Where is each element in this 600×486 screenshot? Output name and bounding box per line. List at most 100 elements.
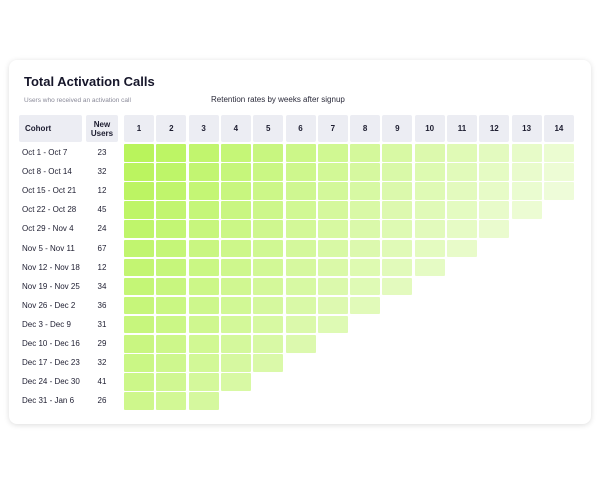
retention-cell[interactable] bbox=[382, 182, 413, 200]
retention-cell[interactable] bbox=[253, 335, 284, 353]
retention-cell[interactable] bbox=[511, 182, 542, 200]
retention-cell[interactable] bbox=[156, 392, 187, 410]
retention-cell[interactable] bbox=[188, 220, 219, 238]
retention-cell[interactable] bbox=[479, 201, 510, 219]
retention-cell[interactable] bbox=[543, 182, 574, 200]
retention-cell[interactable] bbox=[447, 201, 477, 219]
retention-cell[interactable] bbox=[317, 220, 348, 238]
retention-cell[interactable] bbox=[285, 163, 316, 181]
retention-cell[interactable] bbox=[414, 239, 445, 257]
retention-cell[interactable] bbox=[124, 315, 154, 334]
retention-cell[interactable] bbox=[285, 201, 316, 219]
retention-cell[interactable] bbox=[220, 335, 251, 353]
retention-cell[interactable] bbox=[124, 392, 154, 410]
retention-cell[interactable] bbox=[479, 220, 510, 238]
retention-cell[interactable] bbox=[414, 201, 445, 219]
retention-cell[interactable] bbox=[317, 277, 348, 296]
retention-cell[interactable] bbox=[156, 354, 187, 372]
retention-cell[interactable] bbox=[414, 220, 445, 238]
retention-cell[interactable] bbox=[220, 201, 251, 219]
retention-cell[interactable] bbox=[253, 258, 284, 277]
retention-cell[interactable] bbox=[317, 258, 348, 277]
retention-cell[interactable] bbox=[285, 144, 316, 162]
retention-cell[interactable] bbox=[188, 163, 219, 181]
retention-cell[interactable] bbox=[350, 258, 381, 277]
retention-cell[interactable] bbox=[285, 182, 316, 200]
retention-cell[interactable] bbox=[156, 296, 187, 315]
retention-cell[interactable] bbox=[285, 335, 316, 353]
retention-cell[interactable] bbox=[317, 144, 348, 162]
retention-cell[interactable] bbox=[220, 315, 251, 334]
retention-cell[interactable] bbox=[253, 239, 284, 257]
retention-cell[interactable] bbox=[447, 144, 477, 162]
retention-cell[interactable] bbox=[124, 335, 154, 353]
retention-cell[interactable] bbox=[350, 201, 381, 219]
retention-cell[interactable] bbox=[285, 239, 316, 257]
retention-cell[interactable] bbox=[543, 144, 574, 162]
retention-cell[interactable] bbox=[479, 144, 510, 162]
retention-cell[interactable] bbox=[124, 220, 154, 238]
retention-cell[interactable] bbox=[156, 220, 187, 238]
retention-cell[interactable] bbox=[124, 296, 154, 315]
retention-cell[interactable] bbox=[447, 220, 477, 238]
retention-cell[interactable] bbox=[188, 201, 219, 219]
retention-cell[interactable] bbox=[350, 296, 381, 315]
retention-cell[interactable] bbox=[188, 182, 219, 200]
retention-cell[interactable] bbox=[156, 144, 187, 162]
retention-cell[interactable] bbox=[382, 201, 413, 219]
retention-cell[interactable] bbox=[317, 201, 348, 219]
retention-cell[interactable] bbox=[317, 239, 348, 257]
retention-cell[interactable] bbox=[156, 335, 187, 353]
retention-cell[interactable] bbox=[124, 201, 154, 219]
retention-cell[interactable] bbox=[285, 315, 316, 334]
retention-cell[interactable] bbox=[156, 373, 187, 391]
retention-cell[interactable] bbox=[317, 182, 348, 200]
retention-cell[interactable] bbox=[188, 315, 219, 334]
retention-cell[interactable] bbox=[124, 354, 154, 372]
retention-cell[interactable] bbox=[382, 220, 413, 238]
retention-cell[interactable] bbox=[220, 182, 251, 200]
retention-cell[interactable] bbox=[220, 373, 251, 391]
retention-cell[interactable] bbox=[382, 163, 413, 181]
retention-cell[interactable] bbox=[350, 220, 381, 238]
retention-cell[interactable] bbox=[124, 144, 154, 162]
retention-cell[interactable] bbox=[220, 277, 251, 296]
retention-cell[interactable] bbox=[188, 258, 219, 277]
retention-cell[interactable] bbox=[285, 258, 316, 277]
retention-cell[interactable] bbox=[156, 182, 187, 200]
retention-cell[interactable] bbox=[382, 239, 413, 257]
retention-cell[interactable] bbox=[447, 182, 477, 200]
retention-cell[interactable] bbox=[156, 163, 187, 181]
retention-cell[interactable] bbox=[188, 392, 219, 410]
retention-cell[interactable] bbox=[156, 239, 187, 257]
retention-cell[interactable] bbox=[253, 354, 284, 372]
retention-cell[interactable] bbox=[447, 239, 477, 257]
retention-cell[interactable] bbox=[285, 220, 316, 238]
retention-cell[interactable] bbox=[479, 163, 510, 181]
retention-cell[interactable] bbox=[511, 144, 542, 162]
retention-cell[interactable] bbox=[285, 277, 316, 296]
retention-cell[interactable] bbox=[447, 163, 477, 181]
retention-cell[interactable] bbox=[317, 163, 348, 181]
retention-cell[interactable] bbox=[253, 277, 284, 296]
retention-cell[interactable] bbox=[350, 163, 381, 181]
retention-cell[interactable] bbox=[124, 258, 154, 277]
retention-cell[interactable] bbox=[253, 182, 284, 200]
retention-cell[interactable] bbox=[253, 296, 284, 315]
retention-cell[interactable] bbox=[511, 201, 542, 219]
retention-cell[interactable] bbox=[220, 239, 251, 257]
retention-cell[interactable] bbox=[350, 239, 381, 257]
retention-cell[interactable] bbox=[188, 239, 219, 257]
retention-cell[interactable] bbox=[253, 315, 284, 334]
retention-cell[interactable] bbox=[253, 163, 284, 181]
retention-cell[interactable] bbox=[414, 258, 445, 277]
retention-cell[interactable] bbox=[156, 201, 187, 219]
retention-cell[interactable] bbox=[220, 144, 251, 162]
retention-cell[interactable] bbox=[382, 258, 413, 277]
retention-cell[interactable] bbox=[220, 258, 251, 277]
retention-cell[interactable] bbox=[156, 258, 187, 277]
retention-cell[interactable] bbox=[317, 296, 348, 315]
retention-cell[interactable] bbox=[124, 277, 154, 296]
retention-cell[interactable] bbox=[124, 182, 154, 200]
retention-cell[interactable] bbox=[124, 239, 154, 257]
